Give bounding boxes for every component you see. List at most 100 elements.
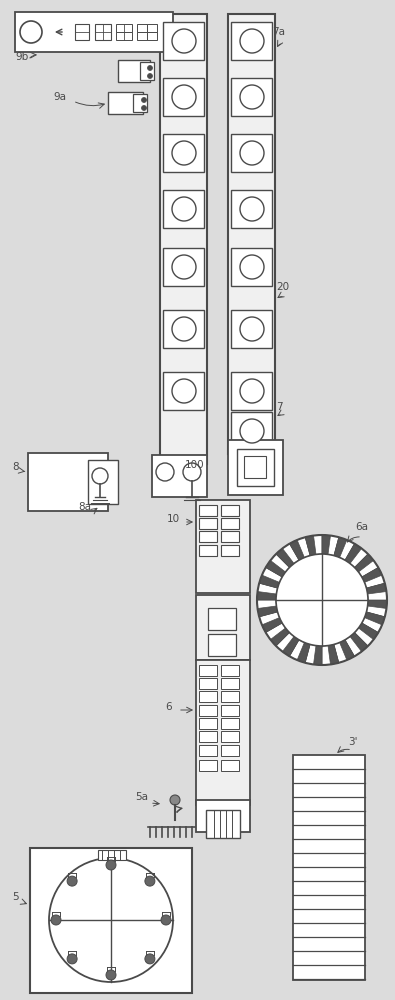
Bar: [221, 505, 239, 516]
Text: 20: 20: [276, 282, 289, 292]
Bar: [208, 634, 236, 656]
Polygon shape: [282, 636, 299, 656]
Bar: [231, 190, 272, 228]
Circle shape: [240, 29, 264, 53]
Bar: [160, 14, 207, 464]
Polygon shape: [334, 642, 347, 663]
Polygon shape: [340, 640, 354, 660]
Bar: [221, 731, 239, 742]
Text: 6: 6: [165, 702, 171, 712]
Polygon shape: [297, 642, 310, 663]
Circle shape: [20, 21, 42, 43]
Bar: [15, 12, 173, 52]
Circle shape: [67, 954, 77, 964]
Polygon shape: [290, 640, 305, 660]
Circle shape: [240, 317, 264, 341]
Bar: [163, 22, 204, 60]
Bar: [133, 94, 147, 112]
Polygon shape: [271, 554, 290, 572]
Bar: [199, 505, 217, 516]
Bar: [221, 691, 239, 702]
Polygon shape: [322, 646, 331, 665]
Text: 3': 3': [348, 737, 357, 747]
Bar: [147, 32, 157, 40]
Bar: [196, 500, 250, 593]
Bar: [140, 62, 154, 80]
Polygon shape: [350, 633, 368, 652]
Bar: [163, 248, 204, 286]
Polygon shape: [322, 535, 331, 554]
Circle shape: [240, 85, 264, 109]
Polygon shape: [262, 568, 282, 582]
Bar: [163, 134, 204, 172]
Bar: [221, 531, 239, 542]
Circle shape: [145, 876, 155, 886]
Circle shape: [172, 141, 196, 165]
Bar: [293, 755, 365, 980]
Circle shape: [172, 255, 196, 279]
Circle shape: [172, 197, 196, 221]
Bar: [163, 372, 204, 410]
Polygon shape: [266, 560, 286, 577]
Circle shape: [172, 317, 196, 341]
Circle shape: [92, 468, 108, 484]
Polygon shape: [367, 606, 386, 617]
Bar: [237, 449, 274, 486]
Circle shape: [240, 141, 264, 165]
Text: 7a: 7a: [272, 27, 285, 37]
Polygon shape: [368, 600, 387, 608]
Polygon shape: [350, 548, 368, 567]
Polygon shape: [368, 592, 387, 600]
Circle shape: [106, 970, 116, 980]
Polygon shape: [367, 583, 386, 594]
Polygon shape: [328, 536, 339, 556]
Text: 5a: 5a: [135, 792, 148, 802]
Polygon shape: [258, 583, 278, 594]
Circle shape: [147, 66, 152, 70]
Polygon shape: [345, 636, 361, 656]
Bar: [163, 310, 204, 348]
Bar: [196, 595, 250, 660]
Bar: [199, 678, 217, 689]
Bar: [199, 731, 217, 742]
Bar: [199, 691, 217, 702]
Bar: [196, 800, 250, 832]
Polygon shape: [262, 618, 282, 633]
Polygon shape: [276, 633, 294, 652]
Polygon shape: [334, 537, 347, 558]
Bar: [152, 455, 207, 497]
Polygon shape: [259, 612, 280, 625]
Circle shape: [276, 554, 368, 646]
Bar: [28, 453, 108, 511]
Polygon shape: [290, 540, 305, 560]
Bar: [231, 78, 272, 116]
Bar: [231, 412, 272, 450]
Text: 9a: 9a: [53, 92, 66, 102]
Polygon shape: [258, 606, 278, 617]
Text: 8a: 8a: [78, 502, 91, 512]
Bar: [199, 705, 217, 716]
Polygon shape: [362, 568, 382, 582]
Bar: [221, 745, 239, 756]
Circle shape: [172, 85, 196, 109]
Text: 7: 7: [276, 402, 283, 412]
Polygon shape: [359, 623, 378, 640]
Text: 6a: 6a: [355, 522, 368, 532]
Bar: [116, 24, 132, 32]
Bar: [30, 848, 192, 993]
Text: 9b: 9b: [15, 52, 28, 62]
Polygon shape: [340, 540, 354, 560]
Bar: [231, 372, 272, 410]
Bar: [206, 810, 240, 838]
Polygon shape: [314, 535, 322, 554]
Polygon shape: [259, 575, 280, 588]
Circle shape: [240, 379, 264, 403]
Circle shape: [145, 954, 155, 964]
Circle shape: [49, 858, 173, 982]
Polygon shape: [271, 628, 290, 646]
Circle shape: [51, 915, 61, 925]
Bar: [199, 745, 217, 756]
Bar: [199, 760, 217, 771]
Bar: [199, 545, 217, 556]
Circle shape: [240, 419, 264, 443]
